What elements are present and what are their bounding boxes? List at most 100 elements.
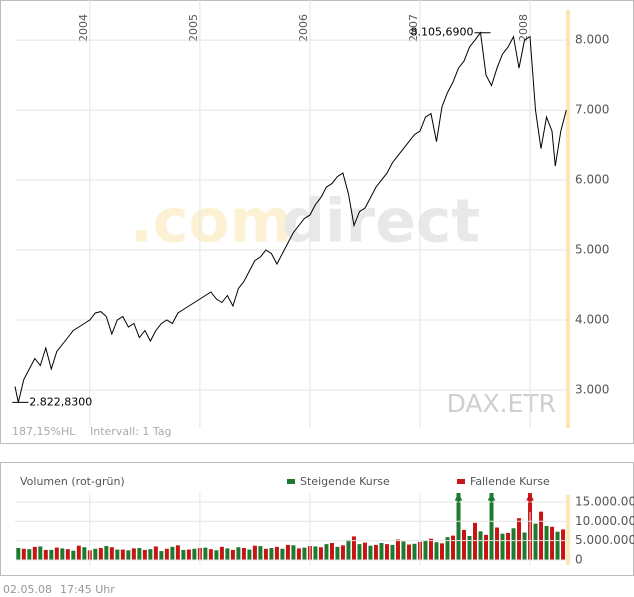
volume-bar <box>186 549 191 560</box>
volume-bar <box>285 544 290 560</box>
hl-info: 187,15%HL <box>12 425 76 438</box>
volume-bar <box>170 546 175 560</box>
volume-bar <box>384 544 389 560</box>
y-tick-label: 0 <box>575 553 583 567</box>
volume-bar <box>291 545 296 560</box>
volume-bar <box>456 493 461 560</box>
footer-date: 02.05.08 <box>3 583 52 596</box>
y-tick-label: 4.000 <box>575 313 609 327</box>
volume-bar <box>555 531 560 560</box>
volume-bar <box>120 549 125 560</box>
volume-title: Volumen (rot-grün) <box>20 475 125 488</box>
y-tick-label: 7.000 <box>575 103 609 117</box>
volume-bar <box>539 511 544 560</box>
volume-bar <box>340 545 345 560</box>
y-tick-label: 5.000 <box>575 243 609 257</box>
volume-bar <box>506 532 511 560</box>
volume-bar <box>439 543 444 560</box>
volume-bar <box>318 547 323 560</box>
volume-bar <box>148 549 153 560</box>
volume-bar <box>274 546 279 560</box>
volume-bar <box>16 548 21 560</box>
interval-info: Intervall: 1 Tag <box>90 425 172 438</box>
volume-bar <box>478 531 483 560</box>
current-marker <box>566 10 570 428</box>
volume-bar <box>230 549 235 560</box>
symbol: DAX.ETR <box>447 389 556 418</box>
volume-bar <box>489 493 494 560</box>
x-tick-label: 2005 <box>187 14 200 42</box>
volume-bar <box>241 548 246 560</box>
volume-bar <box>357 544 362 560</box>
volume-bar <box>550 526 555 560</box>
volume-bar <box>473 522 478 560</box>
current-marker <box>566 495 570 565</box>
y-tick-label: 8.000 <box>575 33 609 47</box>
volume-bar <box>329 542 334 560</box>
volume-bar <box>533 523 538 560</box>
volume-bar <box>395 539 400 560</box>
x-tick-label: 2008 <box>517 14 530 42</box>
annotation: 2.822,8300 <box>29 395 92 408</box>
volume-bar <box>252 545 257 560</box>
volume-bar <box>324 544 329 560</box>
volume-bar <box>38 546 43 560</box>
volume-bar <box>126 550 131 560</box>
volume-bar <box>544 525 549 560</box>
y-tick-label: 15.000.000 <box>575 494 634 508</box>
y-tick-label: 10.000.000 <box>575 514 634 528</box>
volume-bar <box>247 549 252 560</box>
volume-bar <box>236 547 241 560</box>
volume-bar <box>82 547 87 560</box>
volume-bar <box>21 548 26 560</box>
legend-swatch <box>457 479 465 484</box>
volume-bar <box>484 534 489 560</box>
volume-bar <box>434 542 439 560</box>
volume-bar <box>159 551 164 560</box>
volume-bar <box>462 529 467 560</box>
volume-bar <box>373 544 378 560</box>
volume-bar <box>71 550 76 560</box>
overflow-arrow <box>526 492 534 512</box>
volume-bar <box>517 518 522 560</box>
volume-bar <box>511 528 516 560</box>
volume-bar <box>104 546 109 560</box>
volume-bar <box>379 542 384 560</box>
volume-bar <box>43 549 48 560</box>
y-tick-label: 6.000 <box>575 173 609 187</box>
volume-bar <box>302 547 307 560</box>
volume-bar <box>561 529 566 560</box>
volume-bar <box>390 544 395 560</box>
volume-bar <box>164 548 169 560</box>
volume-bar <box>219 546 224 560</box>
volume-bar <box>49 549 54 560</box>
volume-bar <box>192 548 197 560</box>
volume-bar <box>214 550 219 560</box>
volume-bar <box>335 546 340 560</box>
volume-bar <box>450 535 455 560</box>
watermark: direct <box>282 187 480 257</box>
volume-bar <box>269 548 274 560</box>
x-tick-label: 2006 <box>297 14 310 42</box>
volume-bar <box>27 549 32 560</box>
volume-bar <box>445 537 450 560</box>
volume-bar <box>313 546 318 560</box>
volume-bar <box>412 543 417 560</box>
volume-bar <box>181 549 186 560</box>
volume-bar <box>54 547 59 560</box>
x-tick-label: 2004 <box>77 14 90 42</box>
legend-label: Fallende Kurse <box>470 475 550 488</box>
overflow-arrow <box>454 492 463 512</box>
volume-bar <box>142 549 147 560</box>
volume-bar <box>500 533 505 560</box>
volume-bar <box>296 548 301 560</box>
volume-bar <box>60 548 65 560</box>
y-tick-label: 5.000.000 <box>575 533 634 547</box>
volume-bar <box>115 549 120 560</box>
volume-bar <box>98 548 103 560</box>
volume-bar <box>428 538 433 560</box>
volume-bar <box>65 549 70 560</box>
volume-bar <box>258 546 263 560</box>
legend-label: Steigende Kurse <box>300 475 390 488</box>
